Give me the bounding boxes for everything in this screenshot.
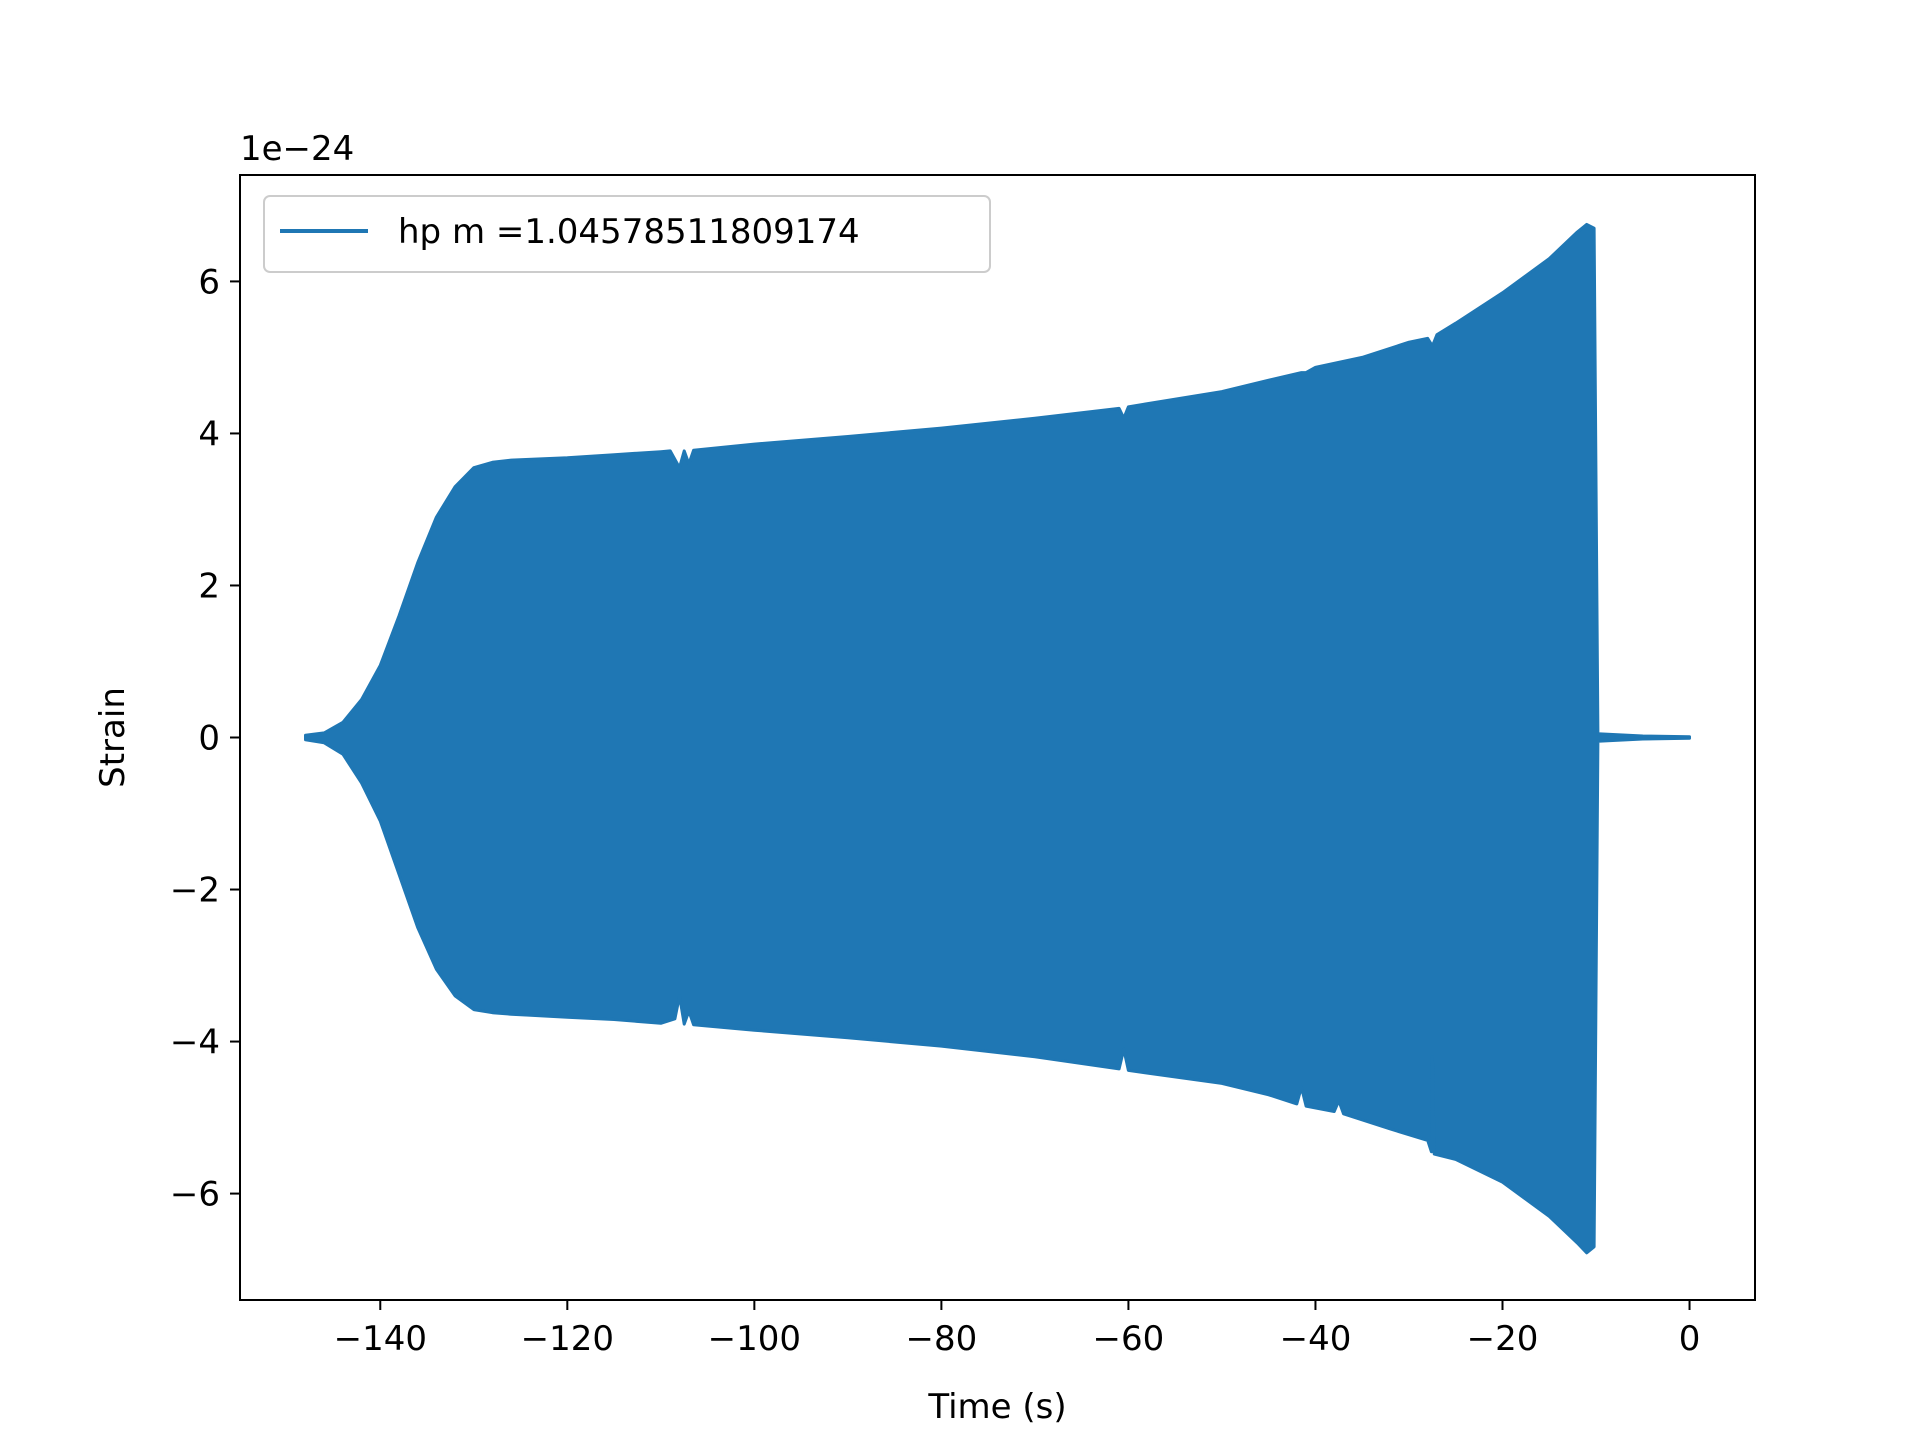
legend-label: hp m =1.04578511809174	[398, 212, 860, 252]
x-tick-label: −40	[1280, 1319, 1352, 1359]
x-tick-label: −20	[1467, 1319, 1539, 1359]
y-tick-label: 2	[198, 566, 220, 606]
x-tick-label: −140	[334, 1319, 427, 1359]
axes-frame	[239, 174, 1756, 1301]
y-tick-label: −2	[170, 871, 220, 911]
x-axis-ticks: −140 −120 −100 −80 −60 −40 −20 0	[334, 1300, 1701, 1359]
y-tick-label: −6	[170, 1175, 220, 1215]
y-tick-label: 4	[198, 414, 220, 454]
y-tick-label: 6	[198, 262, 220, 302]
y-axis-offset-text: 1e−24	[240, 129, 354, 169]
y-axis-label: Strain	[93, 687, 133, 788]
x-tick-label: −80	[906, 1319, 978, 1359]
x-tick-label: −60	[1093, 1319, 1165, 1359]
x-axis-label: Time (s)	[927, 1387, 1066, 1427]
x-tick-label: 0	[1679, 1319, 1701, 1359]
plot-area	[304, 222, 1691, 1255]
waveform-series-band	[304, 222, 1691, 1255]
legend: hp m =1.04578511809174	[263, 195, 991, 273]
y-tick-label: −4	[170, 1023, 220, 1063]
x-tick-label: −100	[708, 1319, 801, 1359]
y-tick-label: 0	[198, 719, 220, 759]
x-tick-label: −120	[521, 1319, 614, 1359]
y-axis-ticks: −6 −4 −2 0 2 4 6	[170, 262, 240, 1215]
legend-box	[263, 195, 991, 273]
